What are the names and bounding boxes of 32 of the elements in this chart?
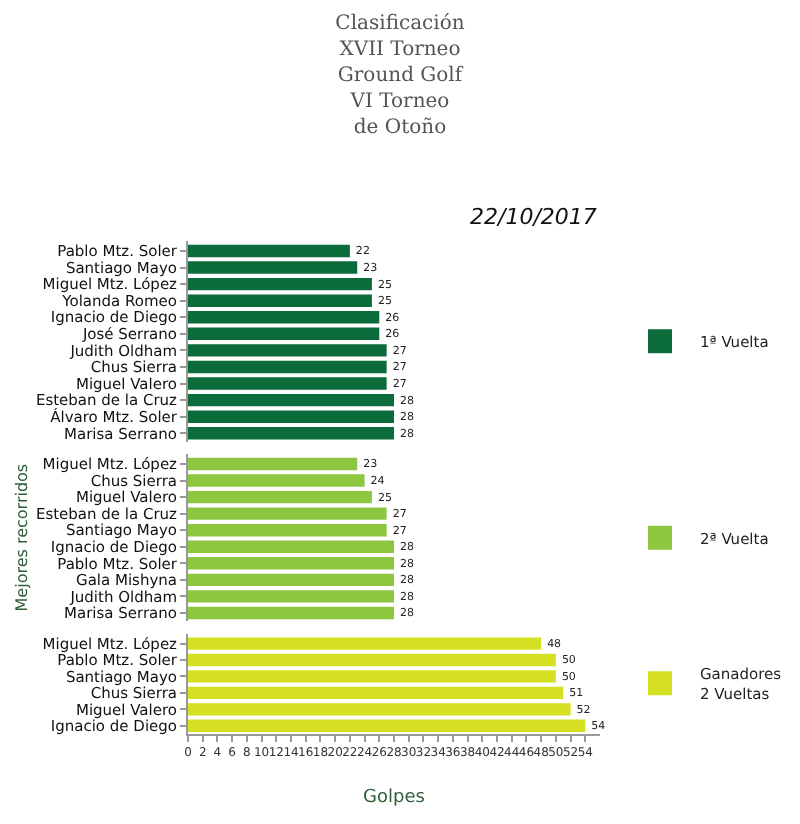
- bar: [188, 244, 350, 258]
- bar: [188, 686, 564, 700]
- bar: [188, 523, 387, 537]
- bar: [188, 410, 394, 423]
- bar: [188, 311, 380, 324]
- bar: [188, 490, 372, 504]
- bar: [188, 703, 571, 716]
- bar: [188, 606, 394, 620]
- bar: [188, 637, 542, 650]
- bar: [188, 277, 372, 291]
- bar: [188, 540, 394, 553]
- text: 22/10/2017: [470, 204, 597, 230]
- bar: [188, 360, 387, 374]
- bar: [188, 327, 380, 341]
- bar: [188, 427, 394, 440]
- bar: [188, 294, 372, 307]
- bar: [188, 670, 556, 683]
- bar: [188, 261, 358, 274]
- bar: [188, 653, 556, 667]
- bar: [188, 344, 387, 357]
- bar: [188, 377, 387, 390]
- bar: [188, 507, 387, 520]
- bar: [188, 474, 365, 487]
- bar: [188, 719, 586, 732]
- bar: [188, 573, 394, 587]
- chart-title: Clasificación XVII Torneo Ground Golf VI Torneo de Otoño: [335, 12, 466, 139]
- x-axis-title: Golpes: [363, 788, 426, 808]
- y-axis-title: Mejores recorridos: [13, 463, 32, 612]
- bar: [188, 393, 394, 407]
- bar: [188, 457, 358, 471]
- bar: [188, 590, 394, 603]
- bar: [188, 557, 394, 570]
